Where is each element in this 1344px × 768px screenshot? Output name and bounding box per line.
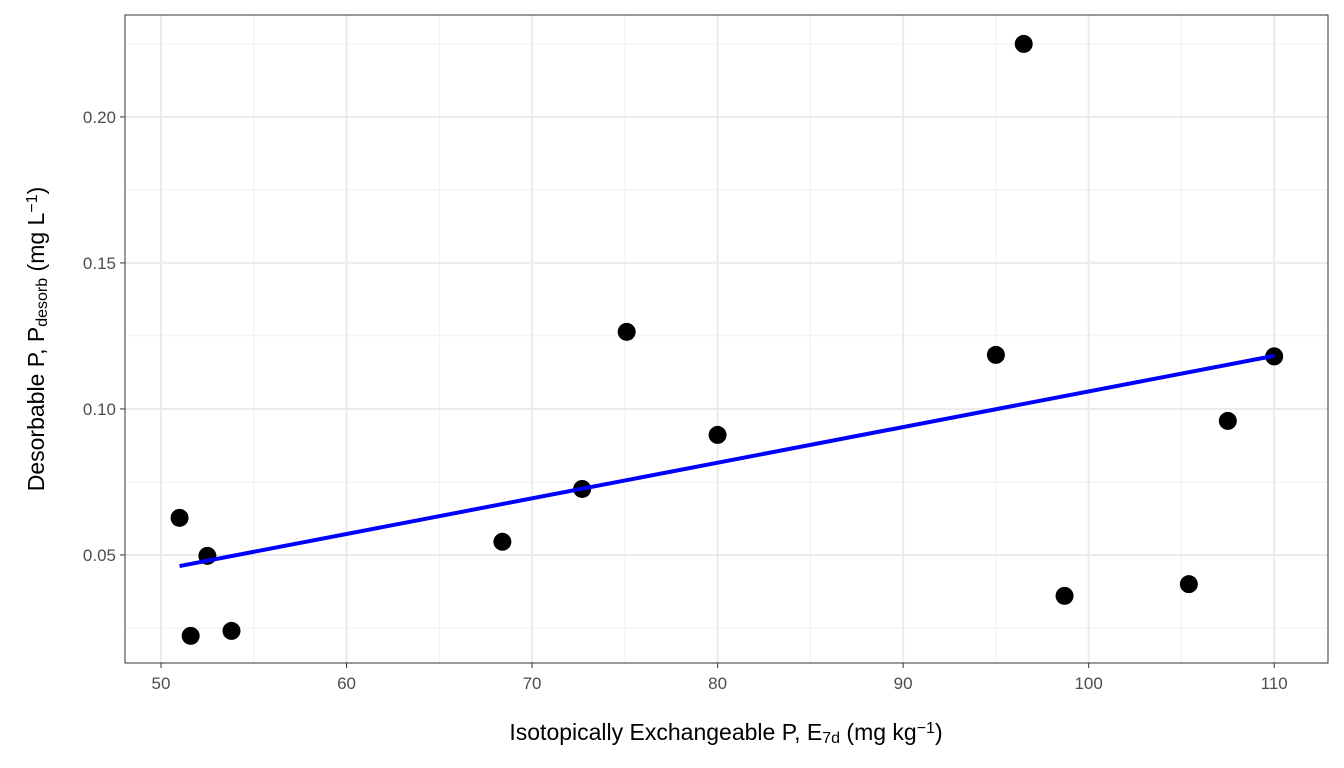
x-axis-title: Isotopically Exchangeable P, E7d (mg kg−… [509, 719, 942, 747]
y-title-sub: desorb [34, 278, 51, 327]
point [617, 322, 636, 341]
y-tick-label: 0.15 [83, 254, 116, 273]
trend-line [179, 353, 1275, 569]
x-tick-label: 80 [708, 674, 727, 693]
point [986, 345, 1005, 364]
y-title-part: ) [23, 187, 49, 195]
x-tick-label: 60 [337, 674, 356, 693]
x-tick-label: 70 [523, 674, 542, 693]
x-title-sub: 7d [822, 730, 840, 747]
y-title-part: (mg L [23, 212, 49, 277]
x-title-sup: −1 [917, 720, 935, 737]
point [1218, 411, 1237, 430]
x-tick-label: 90 [894, 674, 913, 693]
point [1179, 575, 1198, 594]
panel-background [125, 15, 1328, 663]
x-title-part: (mg kg [840, 719, 917, 745]
point [708, 425, 727, 444]
x-tick-label: 110 [1261, 674, 1288, 693]
panel-border [124, 14, 1329, 664]
y-tick-label: 0.10 [83, 400, 116, 419]
x-title-part: ) [935, 719, 943, 745]
point [181, 626, 200, 645]
point [493, 532, 512, 551]
y-title-sup: −1 [24, 194, 41, 212]
plot-area: 50 60 70 80 90 100 110 0.05 0.10 0.15 0.20 [83, 14, 1329, 693]
point [1055, 586, 1074, 605]
x-title-part: Isotopically Exchangeable P, E [509, 719, 822, 745]
x-tick-label: 50 [152, 674, 171, 693]
y-axis-title: Desorbable P, Pdesorb (mg L−1) [23, 187, 51, 492]
point [170, 508, 189, 527]
y-tick-label: 0.20 [83, 108, 116, 127]
y-title-part: Desorbable P, P [23, 327, 49, 492]
y-tick-label: 0.05 [83, 546, 116, 565]
x-tick-label: 100 [1074, 674, 1102, 693]
point [1014, 34, 1033, 53]
point [222, 621, 241, 640]
